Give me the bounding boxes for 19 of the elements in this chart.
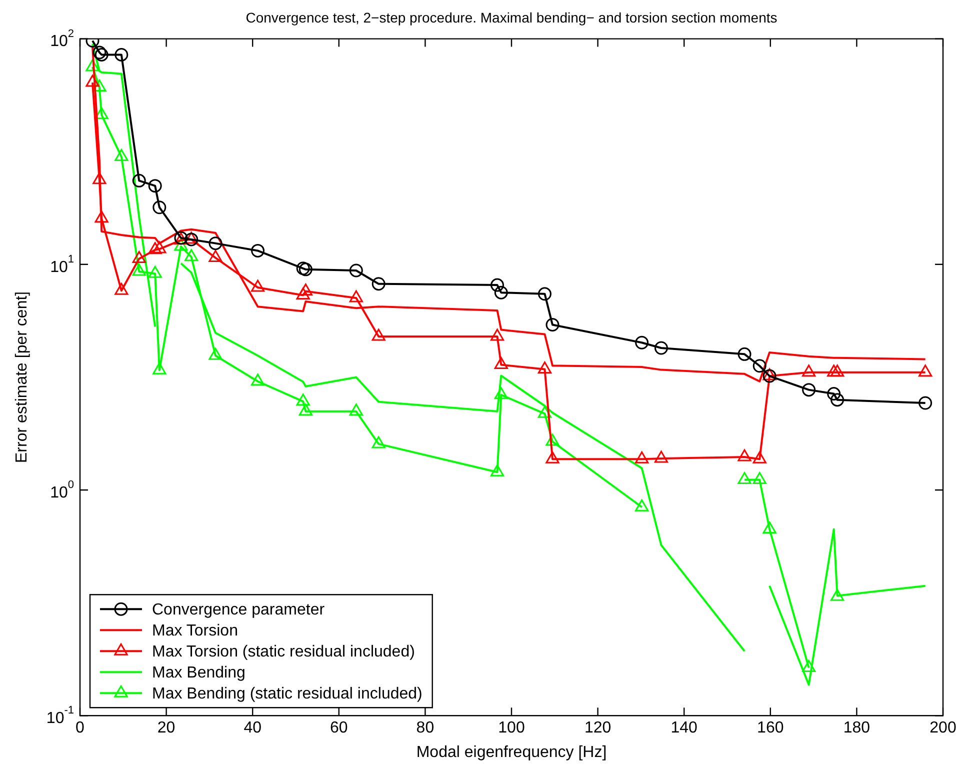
x-tick-label: 120 <box>584 720 612 737</box>
legend-label: Max Bending <box>152 664 246 682</box>
legend-label: Max Bending (static residual included) <box>152 686 422 703</box>
x-tick-label: 100 <box>498 720 525 737</box>
x-tick-label: 200 <box>930 720 956 737</box>
x-tick-label: 160 <box>757 720 784 737</box>
legend-label: Max Torsion <box>152 622 238 640</box>
x-tick-label: 80 <box>416 720 434 737</box>
x-tick-label: 60 <box>330 720 348 737</box>
x-tick-label: 40 <box>244 720 262 737</box>
legend-label: Max Torsion (static residual included) <box>152 644 415 661</box>
x-tick-label: 140 <box>670 720 698 737</box>
chart-title: Convergence test, 2−step procedure. Maximal bending− and torsion section moments <box>246 9 778 26</box>
x-axis-title: Modal eigenfrequency [Hz] <box>416 744 607 761</box>
y-axis-title: Error estimate [per cent] <box>13 291 30 464</box>
x-tick-label: 180 <box>843 720 870 737</box>
x-tick-label: 20 <box>157 720 176 737</box>
legend-label: Convergence parameter <box>152 602 326 619</box>
x-tick-label: 0 <box>76 720 85 737</box>
